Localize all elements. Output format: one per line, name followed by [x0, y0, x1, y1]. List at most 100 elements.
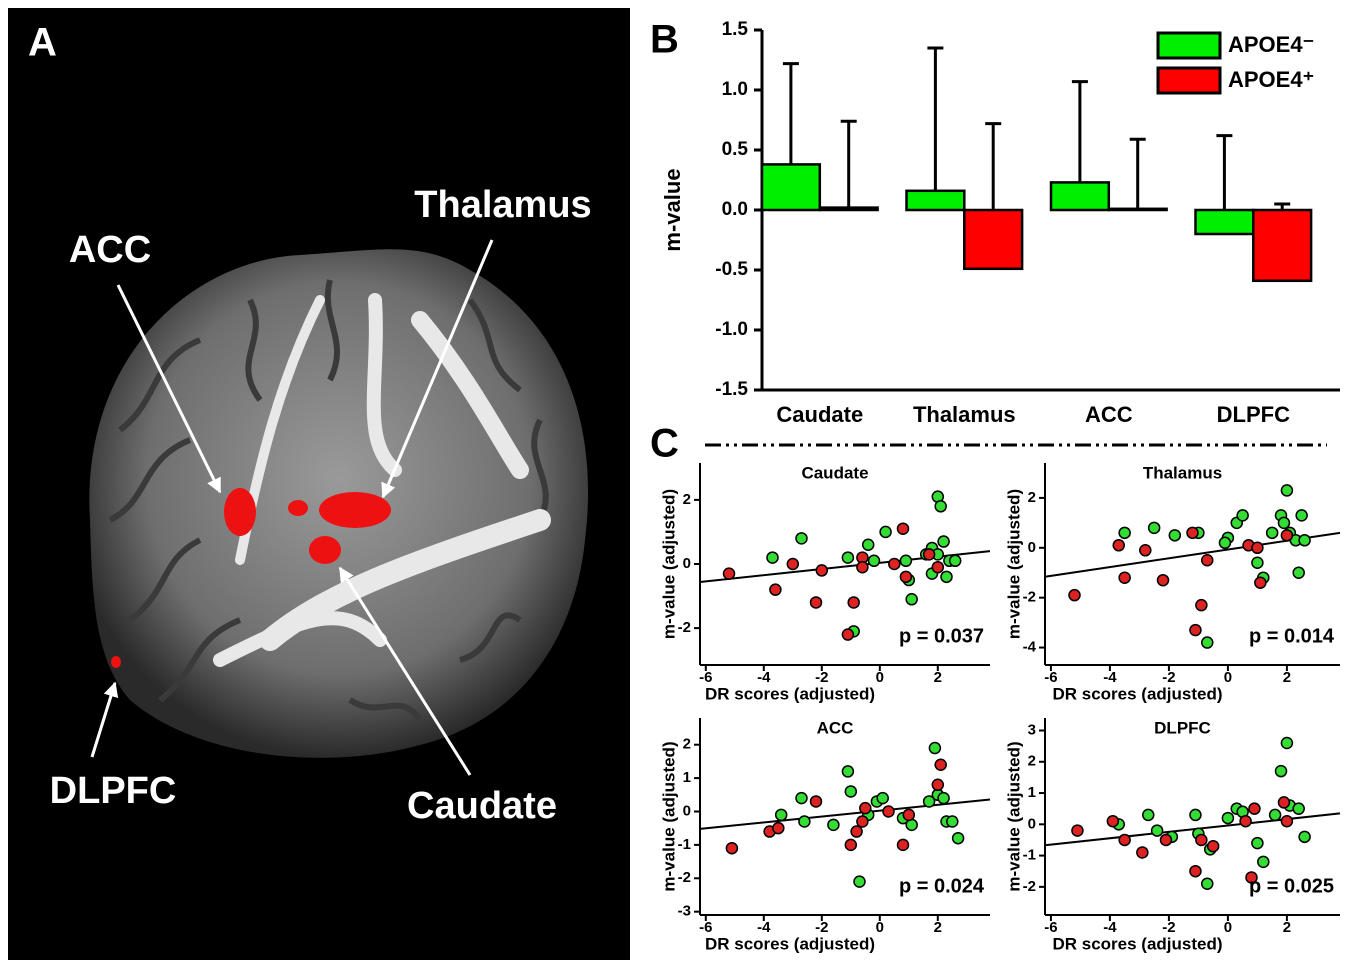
x-tick-label: -4 [1103, 669, 1117, 686]
point [877, 793, 888, 804]
x-tick-label: -4 [1103, 919, 1117, 936]
point [1202, 555, 1213, 566]
x-tick-label: -2 [1162, 669, 1175, 686]
region-label: ACC [69, 229, 151, 271]
point [1140, 545, 1151, 556]
point [1237, 510, 1248, 521]
x-tick-label: -6 [699, 919, 712, 936]
y-tick-label: -2 [678, 619, 691, 636]
x-tick-label: 2 [1283, 919, 1291, 936]
annotation: p = 0.037 [899, 625, 984, 647]
x-axis-label: DR scores (adjusted) [705, 684, 875, 703]
point [1072, 825, 1083, 836]
point [1276, 766, 1287, 777]
point [1293, 567, 1304, 578]
point [1137, 847, 1148, 858]
point [1281, 485, 1292, 496]
point [938, 536, 949, 547]
point [860, 803, 871, 814]
bar [820, 208, 878, 210]
point [1202, 878, 1213, 889]
panel-a: A ACC Thalamus Caudate DLPFC [8, 8, 630, 960]
point [767, 552, 778, 563]
point [880, 526, 891, 537]
region-label: Caudate [407, 785, 557, 827]
point [932, 562, 943, 573]
region-label: DLPFC [50, 770, 177, 812]
point [1143, 809, 1154, 820]
point [1190, 625, 1201, 636]
y-tick-label: -1 [678, 836, 691, 853]
point [842, 552, 853, 563]
point [726, 843, 737, 854]
point [1169, 530, 1180, 541]
point [935, 501, 946, 512]
point [938, 793, 949, 804]
x-tick-label: -2 [1162, 919, 1175, 936]
point [787, 559, 798, 570]
point [1196, 600, 1207, 611]
x-tick-label: -4 [757, 919, 771, 936]
point [883, 806, 894, 817]
region-label: Thalamus [414, 184, 591, 226]
point [799, 816, 810, 827]
point [947, 816, 958, 827]
point [1281, 816, 1292, 827]
point [724, 568, 735, 579]
bar [907, 191, 965, 210]
y-tick-label: 2 [1028, 753, 1036, 770]
point [1240, 816, 1251, 827]
y-tick-label: 2 [683, 736, 691, 753]
x-tick-label: 0 [1224, 919, 1232, 936]
bar [964, 210, 1022, 269]
point [816, 565, 827, 576]
point [1293, 803, 1304, 814]
y-tick-label: -2 [1023, 878, 1036, 895]
panel-label: C [650, 422, 679, 466]
point [1107, 816, 1118, 827]
y-tick-label: 1 [683, 769, 691, 786]
point [953, 833, 964, 844]
x-tick-label: Thalamus [913, 402, 1016, 427]
point [1119, 527, 1130, 538]
point [811, 597, 822, 608]
point [851, 826, 862, 837]
point [863, 539, 874, 550]
point [1258, 856, 1269, 867]
y-tick-label: -1.5 [715, 379, 748, 400]
point [854, 876, 865, 887]
x-axis-label: DR scores (adjusted) [1052, 684, 1222, 703]
point [941, 571, 952, 582]
point [898, 839, 909, 850]
y-axis-label: m-value (adjusted) [659, 741, 678, 891]
point [1190, 866, 1201, 877]
point [1158, 575, 1169, 586]
bar [1196, 210, 1254, 234]
point [845, 786, 856, 797]
x-tick-label: -6 [1044, 669, 1057, 686]
point [1255, 577, 1266, 588]
x-axis-label: DR scores (adjusted) [1052, 934, 1222, 953]
point [1219, 537, 1230, 548]
point [773, 823, 784, 834]
x-tick-label: DLPFC [1217, 402, 1290, 427]
y-tick-label: -1.0 [715, 319, 748, 340]
point [857, 816, 868, 827]
point [848, 597, 859, 608]
chart-title: DLPFC [1154, 718, 1211, 737]
y-tick-label: -4 [1023, 639, 1037, 656]
y-axis-label: m-value (adjusted) [1004, 741, 1023, 891]
y-tick-label: 0 [1028, 539, 1036, 556]
y-tick-label: -3 [678, 903, 691, 920]
panel-label: B [650, 18, 679, 62]
point [776, 809, 787, 820]
point [828, 819, 839, 830]
chart-title: ACC [817, 718, 854, 737]
y-tick-label: -2 [678, 869, 691, 886]
y-axis-label: m-value (adjusted) [1004, 489, 1023, 639]
x-tick-label: -2 [815, 669, 828, 686]
point [1149, 522, 1160, 533]
legend-swatch [1158, 33, 1220, 58]
x-tick-label: 0 [1224, 669, 1232, 686]
point [857, 562, 868, 573]
